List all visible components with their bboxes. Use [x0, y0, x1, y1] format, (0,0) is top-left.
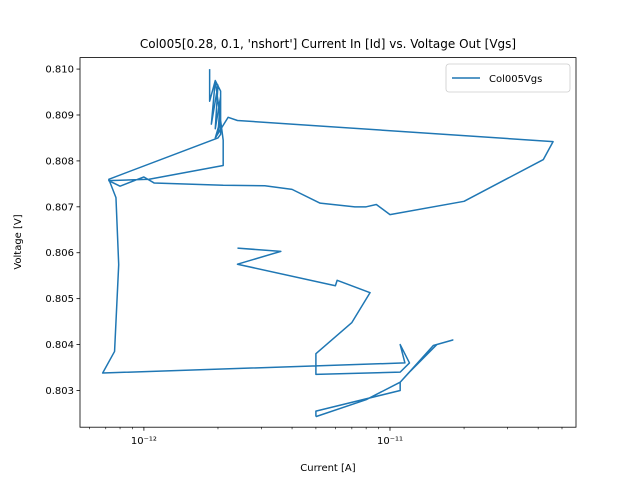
- y-tick-label: 0.809: [45, 110, 74, 121]
- y-tick-label: 0.810: [45, 65, 74, 76]
- y-tick-label: 0.806: [45, 248, 74, 259]
- chart-title: Col005[0.28, 0.1, 'nshort'] Current In […: [140, 37, 516, 51]
- y-tick-label: 0.804: [45, 340, 74, 351]
- legend: Col005Vgs: [445, 63, 571, 93]
- y-tick-label: 0.805: [45, 294, 74, 305]
- x-axis-label: Current [A]: [300, 463, 355, 474]
- data-lines: [101, 69, 554, 418]
- y-tick-label: 0.807: [45, 202, 74, 213]
- x-tick-label: 10⁻¹²: [131, 436, 157, 447]
- legend-label: Col005Vgs: [489, 74, 542, 85]
- legend-box: [445, 63, 571, 93]
- y-axis-label: Voltage [V]: [13, 214, 24, 269]
- series-line: [315, 339, 454, 418]
- x-tick-label: 10⁻¹¹: [377, 436, 403, 447]
- y-tick-label: 0.803: [45, 386, 74, 397]
- y-tick-label: 0.808: [45, 156, 74, 167]
- x-axis: 10⁻¹² 10⁻¹¹: [88, 427, 563, 447]
- plot-frame: [79, 57, 577, 428]
- series-line: [101, 69, 554, 376]
- y-axis: 0.803 0.804 0.805 0.806 0.807 0.808 0.809 0.810: [45, 65, 80, 397]
